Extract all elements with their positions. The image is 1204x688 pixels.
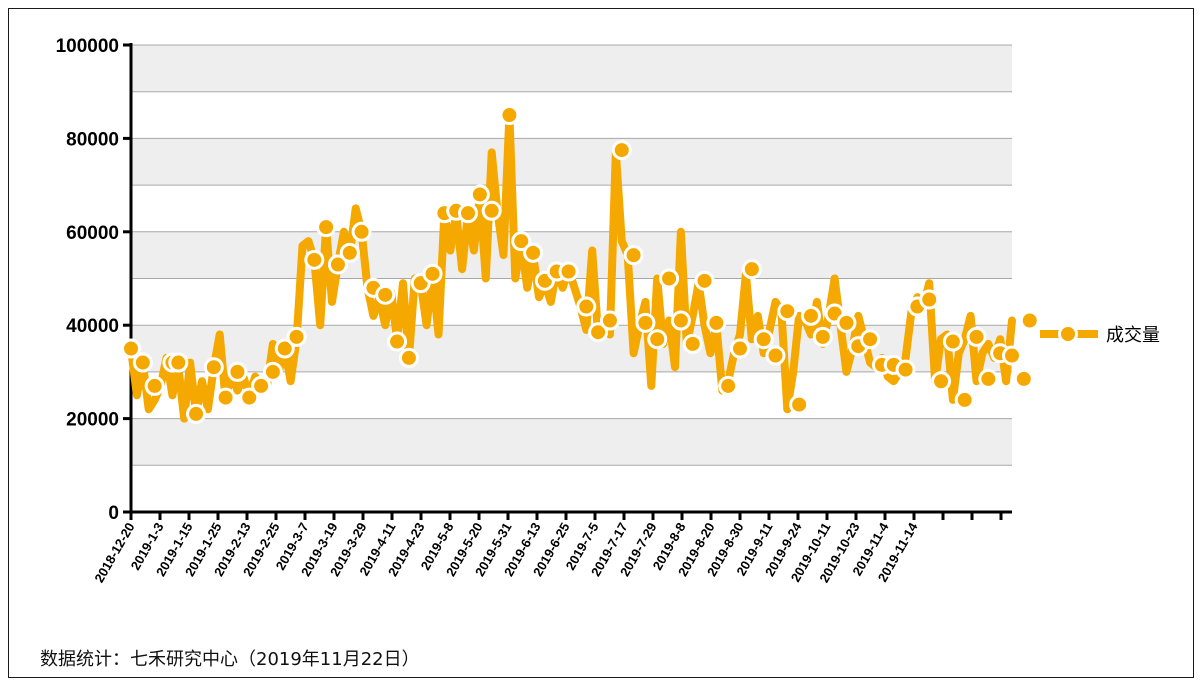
data-point: [168, 352, 189, 373]
data-point: [1002, 345, 1022, 366]
x-axis: 2018-12-202019-1-32019-1-152019-1-252019…: [91, 510, 1012, 585]
data-point: [339, 242, 360, 263]
data-point: [558, 261, 579, 282]
series-volume: [121, 105, 1040, 424]
data-point: [789, 394, 810, 415]
data-point: [327, 254, 348, 275]
data-point: [203, 357, 224, 378]
data-point: [511, 231, 532, 252]
data-point: [576, 296, 597, 317]
y-axis: 0 20000 40000 60000 80000 100000: [56, 36, 133, 524]
data-point: [931, 371, 952, 392]
data-point: [954, 389, 975, 410]
data-point: [481, 200, 502, 221]
data-point: [469, 184, 490, 205]
data-point: [635, 312, 656, 333]
data-point: [623, 245, 644, 266]
data-point: [860, 329, 881, 350]
data-point: [670, 310, 691, 331]
data-point: [144, 375, 165, 396]
data-point: [304, 249, 325, 270]
data-point: [499, 105, 520, 126]
data-point: [741, 259, 762, 280]
data-point: [186, 403, 207, 424]
data-point: [812, 326, 833, 347]
legend-label: 成交量: [1106, 325, 1160, 346]
data-point: [978, 368, 999, 389]
data-point: [121, 338, 141, 359]
y-tick-label: 0: [108, 503, 119, 524]
data-point: [375, 284, 396, 305]
y-tick-label: 40000: [66, 316, 119, 337]
data-point: [523, 242, 544, 263]
data-point: [895, 359, 916, 380]
data-point: [398, 347, 419, 368]
data-point: [718, 375, 739, 396]
data-point: [753, 329, 774, 350]
data-point: [599, 310, 620, 331]
y-tick-label: 80000: [66, 129, 119, 150]
data-point: [836, 312, 857, 333]
data-point: [942, 331, 963, 352]
legend-marker: [1058, 324, 1078, 344]
data-point: [777, 301, 798, 322]
data-point: [647, 329, 668, 350]
data-point: [682, 333, 703, 354]
data-point: [251, 375, 272, 396]
data-point: [215, 387, 236, 408]
plot-band: [131, 138, 1012, 186]
data-point: [706, 312, 727, 333]
plot-band: [131, 185, 1012, 232]
data-point: [274, 338, 295, 359]
data-point: [422, 263, 443, 284]
x-tick-label: 2018-12-20: [91, 520, 137, 585]
data-point: [966, 326, 987, 347]
data-point: [132, 352, 153, 373]
plot-band: [131, 45, 1012, 92]
data-point: [458, 203, 479, 224]
data-point: [227, 361, 248, 382]
data-point: [316, 217, 337, 238]
data-point: [765, 345, 786, 366]
data-point: [800, 305, 821, 326]
data-point: [1013, 368, 1034, 389]
data-point: [1019, 310, 1040, 331]
data-point: [351, 221, 372, 242]
y-tick-label: 60000: [66, 223, 119, 244]
plot-band: [131, 465, 1012, 512]
data-point: [286, 326, 307, 347]
data-point: [611, 140, 632, 161]
data-point: [694, 270, 715, 291]
data-point: [239, 387, 260, 408]
plot-band: [131, 418, 1012, 466]
data-point: [262, 361, 283, 382]
footer-source: 数据统计：七禾研究中心（2019年11月22日）: [40, 649, 420, 670]
data-point: [387, 331, 408, 352]
data-point: [730, 338, 751, 359]
data-point: [659, 268, 680, 289]
plot-band: [131, 91, 1012, 139]
data-point: [588, 322, 609, 343]
y-tick-label: 100000: [56, 36, 119, 57]
y-tick-label: 20000: [66, 410, 119, 431]
data-point: [919, 289, 940, 310]
legend: 成交量: [1040, 324, 1160, 346]
